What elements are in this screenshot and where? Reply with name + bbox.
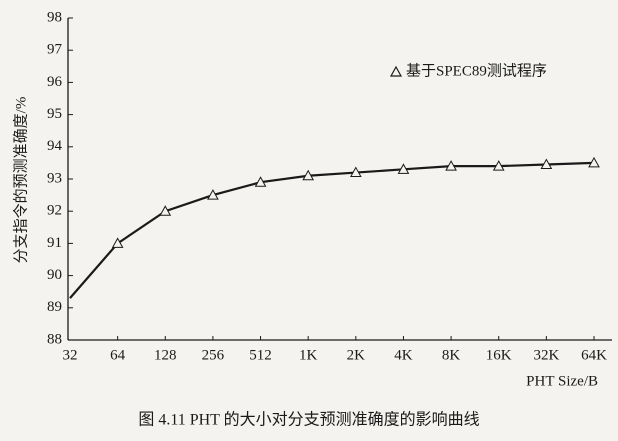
legend-marker	[389, 65, 403, 77]
marker	[349, 166, 362, 178]
x-tick-label: 256	[202, 347, 225, 363]
y-tick-label: 88	[47, 331, 62, 347]
y-tick-label: 92	[47, 203, 62, 219]
x-tick-label: 4K	[394, 347, 413, 363]
y-tick-label: 91	[47, 235, 62, 251]
marker	[207, 189, 219, 200]
x-tick-label: 64K	[581, 347, 607, 363]
marker	[111, 237, 124, 248]
x-tick-label: 32	[63, 347, 78, 363]
y-tick-label: 94	[47, 138, 63, 154]
x-tick-label: 64	[110, 347, 126, 363]
x-tick-label: 8K	[442, 347, 461, 363]
legend-label: 基于SPEC89测试程序	[406, 62, 547, 79]
marker	[397, 163, 410, 174]
line	[69, 161, 595, 299]
x-tick-label: 16K	[486, 347, 512, 363]
x-tick-label: 512	[249, 347, 272, 363]
y-tick-label: 89	[47, 299, 62, 315]
marker	[540, 158, 553, 170]
y-tick-label: 93	[47, 170, 62, 186]
y-tick-label: 90	[47, 267, 62, 283]
marker	[588, 156, 600, 168]
caption: 图 4.11 PHT 的大小对分支预测准确度的影响曲线	[138, 411, 479, 429]
x-tick-label: 2K	[347, 347, 366, 363]
x-tick-label: 1K	[299, 347, 318, 363]
marker	[254, 176, 267, 187]
y-axis-label: 分支指令的预测准确度/%	[12, 97, 29, 264]
y-tick-label: 98	[47, 9, 62, 25]
x-axis-label: PHT Size/B	[526, 373, 598, 389]
y-tick-label: 95	[47, 106, 62, 122]
marker	[445, 160, 457, 171]
x-tick-label: 32K	[533, 347, 559, 363]
marker	[492, 160, 505, 171]
y-tick-label: 97	[47, 42, 63, 58]
x-tick-label: 128	[154, 347, 177, 363]
y-tick-label: 96	[47, 74, 63, 90]
marker	[159, 205, 172, 216]
marker	[302, 169, 315, 181]
